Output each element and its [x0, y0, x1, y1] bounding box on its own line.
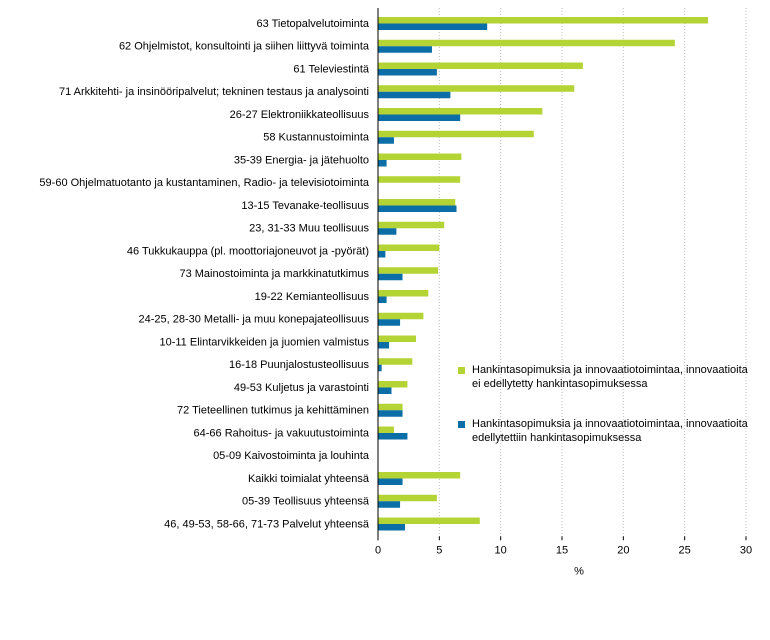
bar-series-1-1 — [378, 39, 675, 47]
legend-swatch-series-2 — [458, 421, 465, 428]
bar-series-2-2 — [378, 69, 437, 76]
category-label-12: 19-22 Kemianteollisuus — [255, 291, 370, 303]
bar-series-1-9 — [378, 221, 445, 229]
category-label-16: 49-53 Kuljetus ja varastointi — [234, 382, 369, 394]
category-label-7: 59-60 Ohjelmatuotanto ja kustantaminen, … — [39, 177, 369, 189]
bar-series-1-8 — [378, 199, 456, 206]
x-tick-labels: 0 5 10 15 20 25 30 — [375, 536, 752, 556]
bar-series-2-14 — [378, 342, 390, 349]
category-label-5: 58 Kustannustoiminta — [263, 132, 370, 144]
x-tick-label-0: 0 — [375, 544, 381, 556]
x-tick-label-5: 5 — [436, 544, 442, 556]
category-label-0: 63 Tietopalvelutoiminta — [256, 18, 369, 30]
bar-series-2-18 — [378, 433, 408, 440]
category-label-20: Kaikki toimialat yhteensä — [248, 473, 370, 485]
category-label-19: 05-09 Kaivostoiminta ja louhinta — [213, 450, 370, 462]
bar-series-1-22 — [378, 517, 480, 524]
bar-series-2-3 — [378, 91, 451, 99]
bar-series-1-5 — [378, 130, 534, 138]
category-label-22: 46, 49-53, 58-66, 71-73 Palvelut yhteens… — [164, 518, 370, 530]
bar-series-1-10 — [378, 244, 440, 251]
bar-series-1-12 — [378, 290, 429, 297]
bar-series-2-17 — [378, 410, 403, 417]
x-axis-label: % — [574, 565, 584, 577]
bar-series-1-0 — [378, 17, 708, 24]
bar-series-2-6 — [378, 160, 387, 167]
bar-series-2-5 — [378, 137, 394, 144]
bar-series-2-11 — [378, 273, 403, 281]
legend-label-series-2: Hankintasopimuksia ja innovaatiotoiminta… — [472, 418, 748, 444]
bar-series-2-4 — [378, 114, 461, 121]
legend-item-series-1: Hankintasopimuksia ja innovaatiotoiminta… — [458, 363, 758, 391]
category-label-1: 62 Ohjelmistot, konsultointi ja siihen l… — [119, 41, 370, 53]
bar-series-2-0 — [378, 23, 488, 30]
bar-series-1-21 — [378, 494, 437, 502]
category-label-18: 64-66 Rahoitus- ja vakuutustoiminta — [194, 427, 370, 439]
bar-series-1-14 — [378, 335, 417, 342]
bars — [378, 17, 708, 531]
bar-series-1-20 — [378, 472, 461, 479]
category-label-14: 10-11 Elintarvikkeiden ja juomien valmis… — [159, 336, 369, 348]
bar-series-1-13 — [378, 312, 424, 320]
bar-series-2-16 — [378, 387, 392, 394]
bar-series-1-4 — [378, 108, 543, 115]
bar-series-1-3 — [378, 85, 575, 92]
category-label-2: 61 Televiestintä — [293, 63, 370, 75]
category-label-15: 16-18 Puunjalostusteollisuus — [229, 359, 370, 371]
category-label-9: 23, 31-33 Muu teollisuus — [249, 223, 369, 235]
bar-series-2-8 — [378, 205, 457, 212]
legend-swatch-series-1 — [458, 367, 465, 374]
legend-label-series-1: Hankintasopimuksia ja innovaatiotoiminta… — [472, 364, 748, 390]
category-label-3: 71 Arkkitehti- ja insinööripalvelut; tek… — [59, 86, 369, 98]
bar-series-2-13 — [378, 319, 401, 326]
category-label-10: 46 Tukkukauppa (pl. moottoriajoneuvot ja… — [127, 245, 369, 257]
bar-series-2-20 — [378, 478, 403, 485]
x-tick-label-25: 25 — [679, 544, 691, 556]
bar-series-1-15 — [378, 358, 413, 365]
bar-series-1-11 — [378, 267, 439, 274]
bar-series-2-22 — [378, 524, 405, 531]
x-tick-label-15: 15 — [556, 544, 568, 556]
category-label-17: 72 Tieteellinen tutkimus ja kehittäminen — [177, 405, 369, 417]
bar-series-1-2 — [378, 62, 583, 69]
category-label-4: 26-27 Elektroniikkateollisuus — [230, 109, 370, 121]
bar-series-2-12 — [378, 296, 387, 303]
bar-series-1-17 — [378, 403, 403, 411]
category-label-6: 35-39 Energia- ja jätehuolto — [234, 154, 369, 166]
bar-series-2-10 — [378, 251, 386, 258]
x-tick-label-20: 20 — [617, 544, 629, 556]
bar-series-2-15 — [378, 364, 382, 372]
gridlines — [438, 8, 747, 537]
bar-series-2-21 — [378, 501, 401, 508]
category-label-8: 13-15 Tevanake-teollisuus — [241, 200, 369, 212]
x-tick-label-10: 10 — [495, 544, 507, 556]
category-labels: 63 Tietopalvelutoiminta 62 Ohjelmistot, k… — [39, 18, 369, 531]
category-label-11: 73 Mainostoiminta ja markkinatutkimus — [179, 268, 369, 280]
bar-series-1-16 — [378, 381, 408, 388]
bar-series-1-18 — [378, 426, 394, 433]
x-tick-label-30: 30 — [740, 544, 752, 556]
legend-item-series-2: Hankintasopimuksia ja innovaatiotoiminta… — [458, 417, 758, 445]
bar-series-2-9 — [378, 228, 397, 235]
category-label-21: 05-39 Teollisuus yhteensä — [242, 496, 370, 508]
bar-series-1-7 — [378, 176, 461, 183]
bar-series-2-1 — [378, 46, 432, 53]
category-label-13: 24-25, 28-30 Metalli- ja muu konepajateo… — [138, 314, 369, 326]
bar-series-1-6 — [378, 153, 462, 160]
